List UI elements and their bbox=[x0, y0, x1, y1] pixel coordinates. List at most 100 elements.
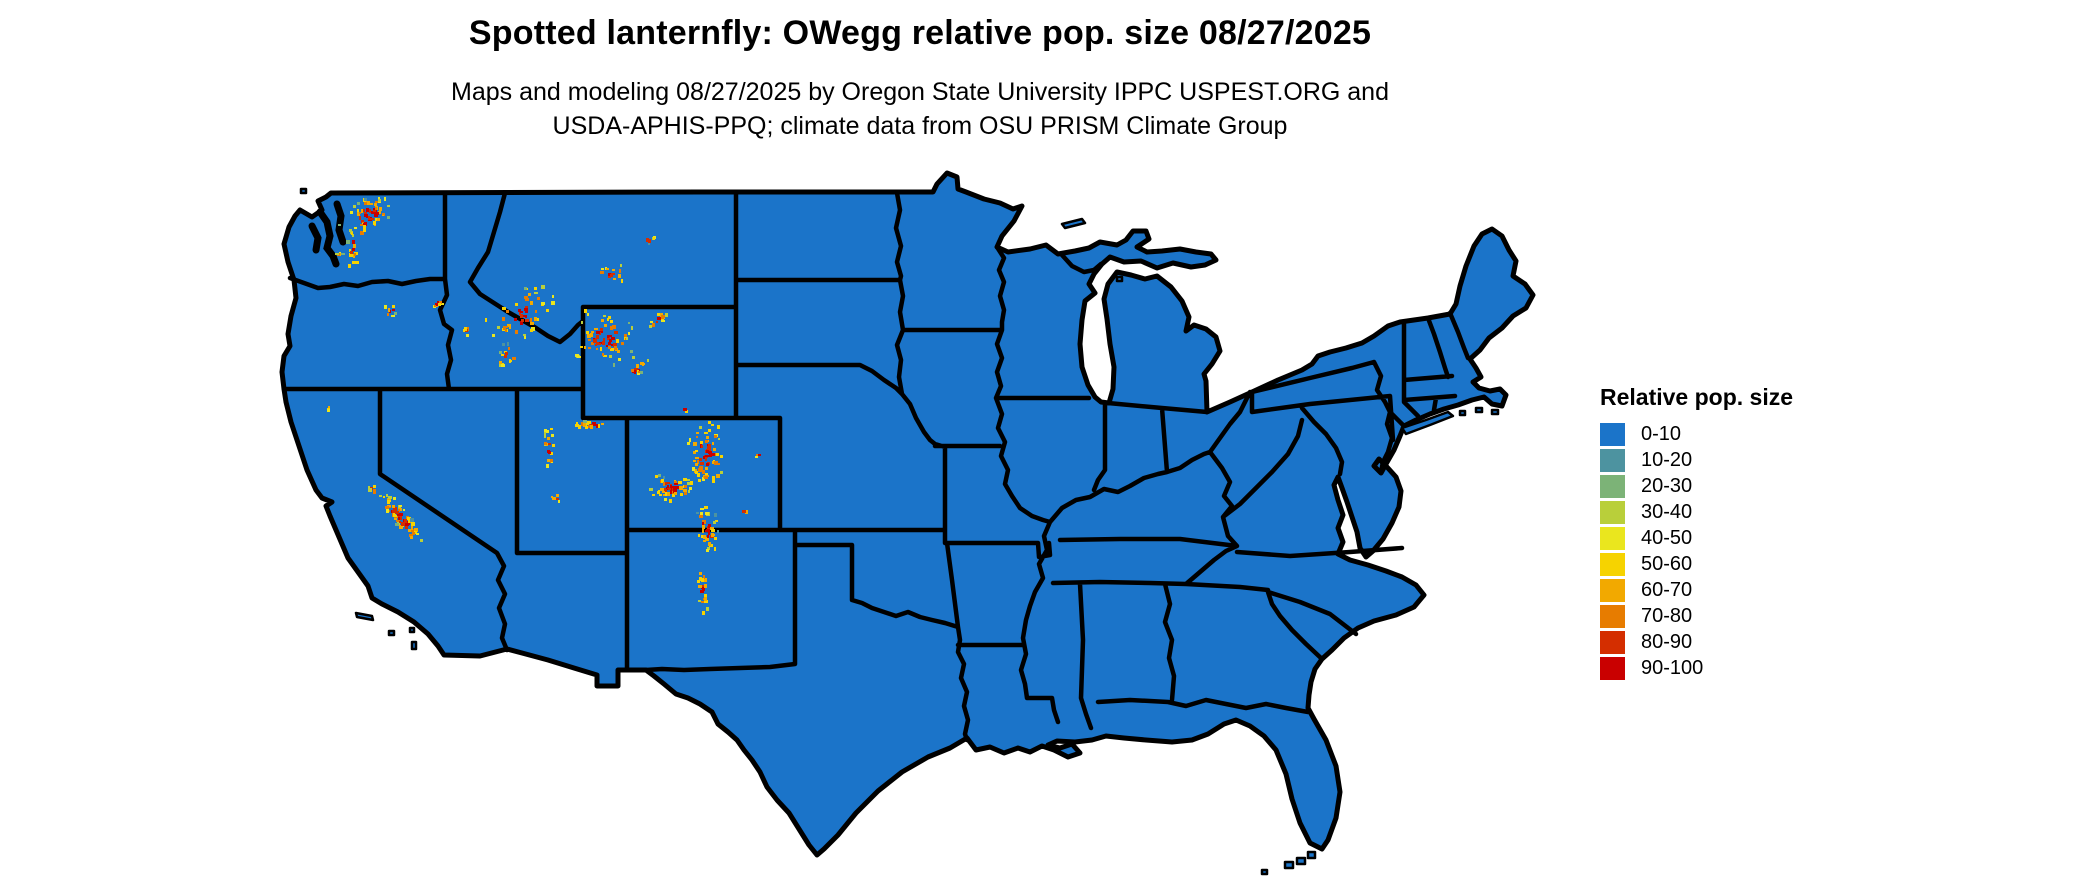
population-speck bbox=[349, 249, 351, 252]
population-speck bbox=[351, 232, 353, 235]
population-speck bbox=[699, 426, 702, 429]
hotspot-blue-mountains-wa bbox=[384, 305, 397, 317]
population-speck bbox=[699, 577, 702, 581]
population-speck bbox=[405, 526, 408, 529]
population-speck bbox=[657, 313, 661, 316]
legend-item: 10-20 bbox=[1600, 449, 1793, 472]
population-speck bbox=[386, 509, 389, 513]
population-speck bbox=[363, 225, 366, 229]
population-speck bbox=[379, 495, 382, 497]
population-speck bbox=[577, 356, 581, 358]
population-speck bbox=[398, 509, 400, 512]
population-speck bbox=[702, 525, 705, 529]
population-speck bbox=[661, 320, 665, 322]
puget-inlet-main bbox=[316, 208, 340, 268]
population-speck bbox=[702, 611, 705, 615]
population-speck bbox=[667, 485, 669, 488]
population-speck bbox=[648, 239, 651, 243]
population-speck bbox=[534, 287, 537, 290]
population-speck bbox=[586, 331, 589, 334]
hotspot-klamath-ca bbox=[327, 406, 330, 412]
legend-item-label: 30-40 bbox=[1641, 501, 1693, 523]
population-speck bbox=[581, 422, 583, 426]
population-speck bbox=[683, 408, 687, 411]
population-speck bbox=[360, 224, 363, 226]
population-speck bbox=[689, 438, 691, 442]
population-speck bbox=[412, 532, 415, 535]
population-speck bbox=[396, 520, 400, 522]
population-speck bbox=[504, 355, 507, 358]
legend-swatch bbox=[1600, 631, 1625, 654]
population-speck bbox=[391, 315, 395, 317]
population-speck bbox=[607, 318, 609, 321]
population-speck bbox=[588, 347, 591, 349]
population-speck bbox=[410, 518, 414, 522]
population-speck bbox=[387, 501, 390, 504]
population-speck bbox=[530, 318, 532, 322]
population-speck bbox=[501, 364, 505, 367]
legend-item: 60-70 bbox=[1600, 579, 1793, 602]
hotspot-wasatch-ut bbox=[544, 428, 555, 468]
population-speck bbox=[612, 269, 615, 271]
population-speck bbox=[678, 481, 682, 484]
population-speck bbox=[349, 253, 353, 257]
population-speck bbox=[392, 505, 395, 508]
population-speck bbox=[657, 491, 660, 494]
population-speck bbox=[404, 519, 407, 523]
population-speck bbox=[383, 496, 385, 498]
population-speck bbox=[524, 308, 528, 311]
population-speck bbox=[354, 253, 356, 256]
population-speck bbox=[505, 352, 508, 355]
population-speck bbox=[521, 319, 524, 322]
population-speck bbox=[600, 347, 602, 351]
population-speck bbox=[499, 361, 502, 364]
population-speck bbox=[714, 435, 717, 438]
long-island bbox=[1400, 410, 1455, 436]
puget-sound-inlets bbox=[308, 200, 347, 268]
population-speck bbox=[530, 322, 534, 325]
hotspot-elk-mountains-co bbox=[649, 474, 692, 503]
population-speck bbox=[505, 329, 507, 332]
population-speck bbox=[610, 326, 613, 330]
legend-item: 20-30 bbox=[1600, 475, 1793, 498]
population-speck bbox=[670, 485, 672, 488]
population-speck bbox=[501, 354, 504, 356]
legend-swatch bbox=[1600, 423, 1625, 446]
population-speck bbox=[595, 338, 597, 341]
page-subtitle: Maps and modeling 08/27/2025 by Oregon S… bbox=[260, 75, 1580, 143]
population-speck bbox=[696, 432, 699, 434]
population-speck bbox=[714, 453, 717, 456]
hotspot-south-utah bbox=[551, 494, 560, 503]
population-speck bbox=[596, 335, 599, 339]
population-speck bbox=[665, 492, 667, 496]
population-speck bbox=[676, 486, 680, 489]
population-speck bbox=[717, 425, 720, 429]
population-speck bbox=[663, 476, 665, 479]
population-speck bbox=[403, 509, 405, 511]
population-speck bbox=[706, 607, 709, 611]
channel-island-clemente-1 bbox=[408, 626, 416, 634]
population-speck bbox=[656, 321, 658, 323]
population-speck bbox=[708, 429, 711, 432]
hotspot-greater-yellowstone-wy bbox=[575, 309, 635, 367]
population-speck bbox=[369, 203, 373, 205]
population-speck bbox=[363, 228, 366, 232]
hotspot-central-idaho-rockies bbox=[485, 285, 555, 339]
population-speck bbox=[613, 363, 615, 367]
population-speck bbox=[607, 337, 610, 340]
population-speck bbox=[700, 590, 704, 593]
puget-inlet-west bbox=[308, 222, 322, 254]
population-speck bbox=[707, 446, 711, 449]
population-speck bbox=[716, 474, 720, 478]
population-speck bbox=[515, 330, 518, 334]
population-speck bbox=[650, 321, 653, 323]
population-speck bbox=[583, 423, 586, 427]
population-speck bbox=[616, 339, 619, 343]
population-speck bbox=[697, 580, 700, 583]
population-speck bbox=[693, 451, 696, 454]
population-speck bbox=[525, 319, 529, 322]
population-speck bbox=[547, 459, 550, 462]
population-speck bbox=[537, 297, 540, 300]
population-speck bbox=[525, 316, 527, 318]
population-speck bbox=[653, 237, 655, 240]
